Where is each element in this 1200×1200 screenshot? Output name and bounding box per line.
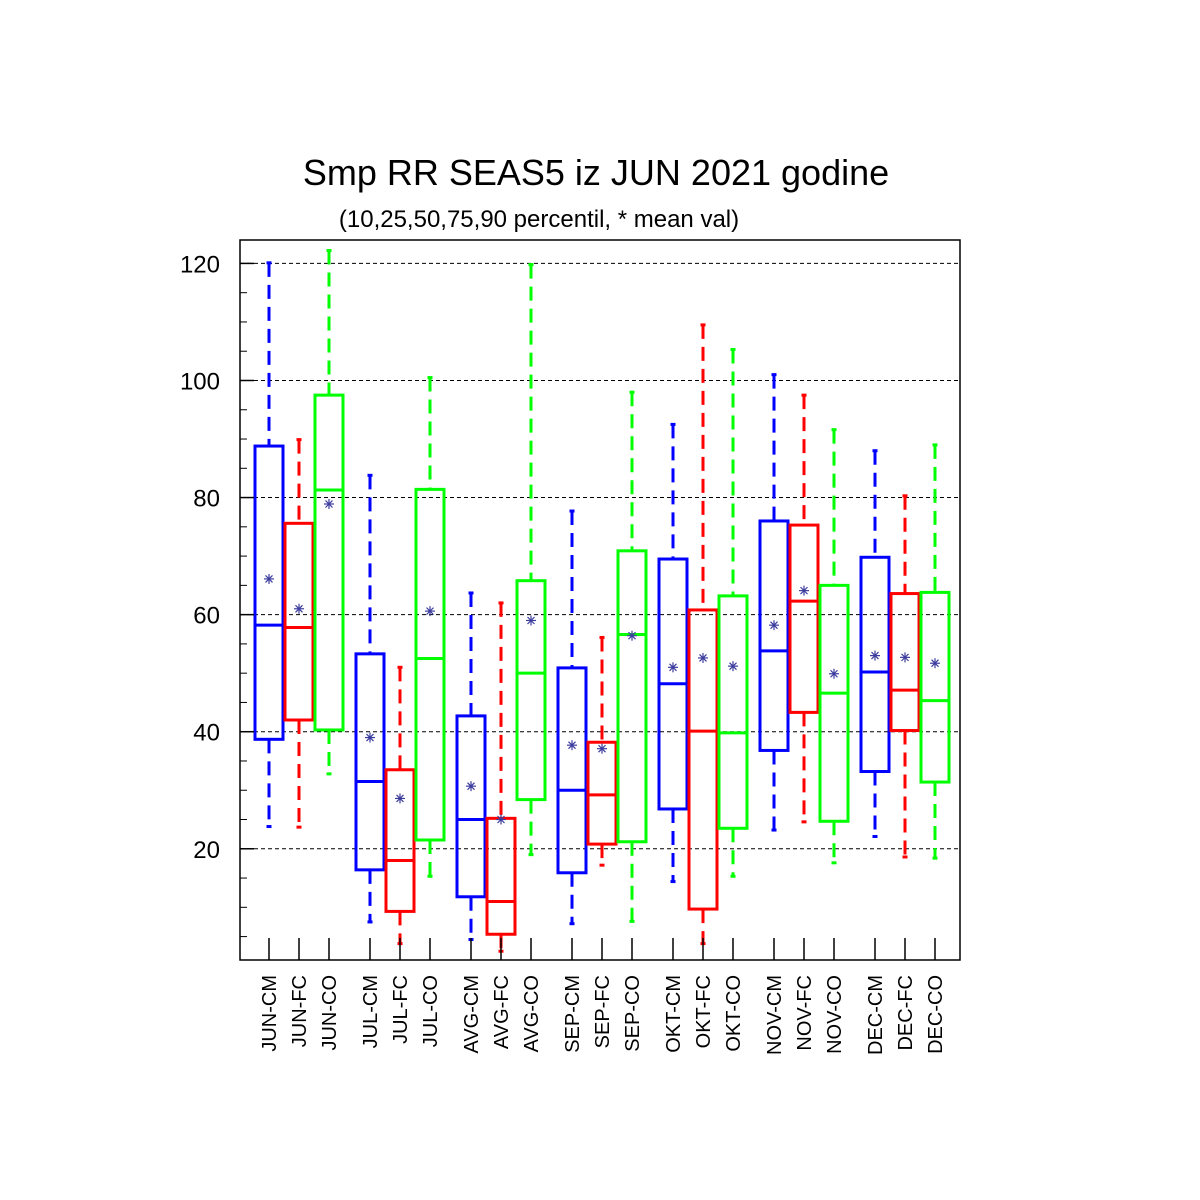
x-tick-label: AVG-FC <box>491 975 513 1049</box>
iqr-box <box>687 608 719 911</box>
box-nov-co <box>818 428 850 865</box>
x-tick-label: OKT-FC <box>693 975 715 1048</box>
box-sep-cm <box>556 509 588 926</box>
box-nov-fc <box>788 393 820 824</box>
mean-marker <box>628 631 636 640</box>
y-tick-label: 100 <box>180 368 220 395</box>
x-tick-label: OKT-CM <box>663 975 685 1053</box>
box-dec-co <box>919 443 951 860</box>
mean-marker <box>396 794 404 803</box>
iqr-box <box>313 393 345 732</box>
iqr-box <box>717 594 749 830</box>
box-okt-fc <box>687 323 719 946</box>
iqr-box <box>485 816 517 936</box>
mean-marker <box>467 782 475 791</box>
iqr-box <box>818 583 850 823</box>
iqr-box <box>788 523 820 714</box>
x-tick-label: SEP-FC <box>592 975 614 1048</box>
x-tick-label: DEC-FC <box>895 975 917 1051</box>
box-okt-cm <box>657 422 689 884</box>
x-tick-label: JUN-CM <box>259 975 281 1052</box>
x-tick-label: NOV-FC <box>794 975 816 1051</box>
box-avg-co <box>515 263 547 857</box>
iqr-box <box>889 592 921 733</box>
mean-marker <box>325 500 333 508</box>
iqr-box <box>859 555 891 774</box>
y-tick-label: 80 <box>193 486 220 513</box>
iqr-box <box>455 714 487 899</box>
mean-marker <box>426 607 434 616</box>
box-jun-cm <box>253 261 285 829</box>
chart-subtitle: (10,25,50,75,90 percentil, * mean val) <box>339 206 739 233</box>
box-dec-cm <box>859 449 891 838</box>
iqr-box <box>354 652 386 872</box>
mean-marker <box>800 586 808 595</box>
plot-area-frame <box>239 239 961 961</box>
mean-marker <box>871 651 879 660</box>
mean-marker <box>497 815 505 824</box>
iqr-box <box>283 521 315 722</box>
iqr-box <box>515 579 547 802</box>
box-jun-fc <box>283 438 315 829</box>
mean-marker <box>729 662 737 671</box>
x-tick-label: AVG-CM <box>461 975 483 1054</box>
mean-marker <box>669 663 677 672</box>
axes: 20 40 60 80 100 120 JUN-CM JUN-FC JUN-CO JUL-CM JU… <box>180 251 947 1055</box>
y-tick-label: 40 <box>193 720 220 747</box>
box-sep-fc <box>586 635 618 867</box>
box-dec-fc <box>889 494 921 859</box>
x-tick-label: DEC-CM <box>865 975 887 1055</box>
iqr-box <box>556 666 588 875</box>
x-tick-label: NOV-CO <box>824 975 846 1054</box>
iqr-box <box>586 740 618 846</box>
x-tick-label: AVG-CO <box>521 975 543 1052</box>
x-tick-label: SEP-CM <box>562 975 584 1053</box>
mean-marker <box>527 616 535 625</box>
mean-marker <box>699 654 707 662</box>
iqr-box <box>253 444 285 741</box>
box-jul-co <box>414 376 446 878</box>
mean-marker <box>265 575 273 583</box>
iqr-box <box>414 487 446 842</box>
mean-marker <box>830 669 838 678</box>
x-tick-label: SEP-CO <box>622 975 644 1052</box>
iqr-box <box>616 549 648 844</box>
mean-marker <box>598 744 606 753</box>
x-tick-label: JUL-FC <box>390 975 412 1044</box>
iqr-box <box>919 590 951 784</box>
y-tick-label: 60 <box>193 603 220 630</box>
box-jun-co <box>313 249 345 776</box>
x-tick-label: DEC-CO <box>925 975 947 1054</box>
x-tick-label: JUL-CM <box>360 975 382 1048</box>
mean-marker <box>931 659 939 668</box>
mean-marker <box>770 621 778 630</box>
box-jul-fc <box>384 665 416 946</box>
box-avg-cm <box>455 591 487 942</box>
box-plots <box>253 249 951 953</box>
mean-marker <box>366 733 374 742</box>
x-tick-label: JUN-CO <box>319 975 341 1051</box>
y-tick-label: 20 <box>193 837 220 864</box>
box-sep-co <box>616 390 648 923</box>
x-tick-label: JUL-CO <box>420 975 442 1047</box>
iqr-box <box>758 519 790 752</box>
mean-marker <box>901 653 909 662</box>
box-jul-cm <box>354 473 386 924</box>
mean-marker <box>568 741 576 750</box>
box-nov-cm <box>758 373 790 832</box>
iqr-box <box>384 768 416 913</box>
x-tick-label: JUN-FC <box>289 975 311 1047</box>
grid-lines <box>240 262 960 850</box>
x-tick-label: OKT-CO <box>723 975 745 1052</box>
box-avg-fc <box>485 601 517 953</box>
chart-title: Smp RR SEAS5 iz JUN 2021 godine <box>303 152 889 193</box>
y-tick-label: 120 <box>180 251 220 278</box>
box-okt-co <box>717 347 749 878</box>
mean-marker <box>295 604 303 613</box>
x-tick-label: NOV-CM <box>764 975 786 1055</box>
